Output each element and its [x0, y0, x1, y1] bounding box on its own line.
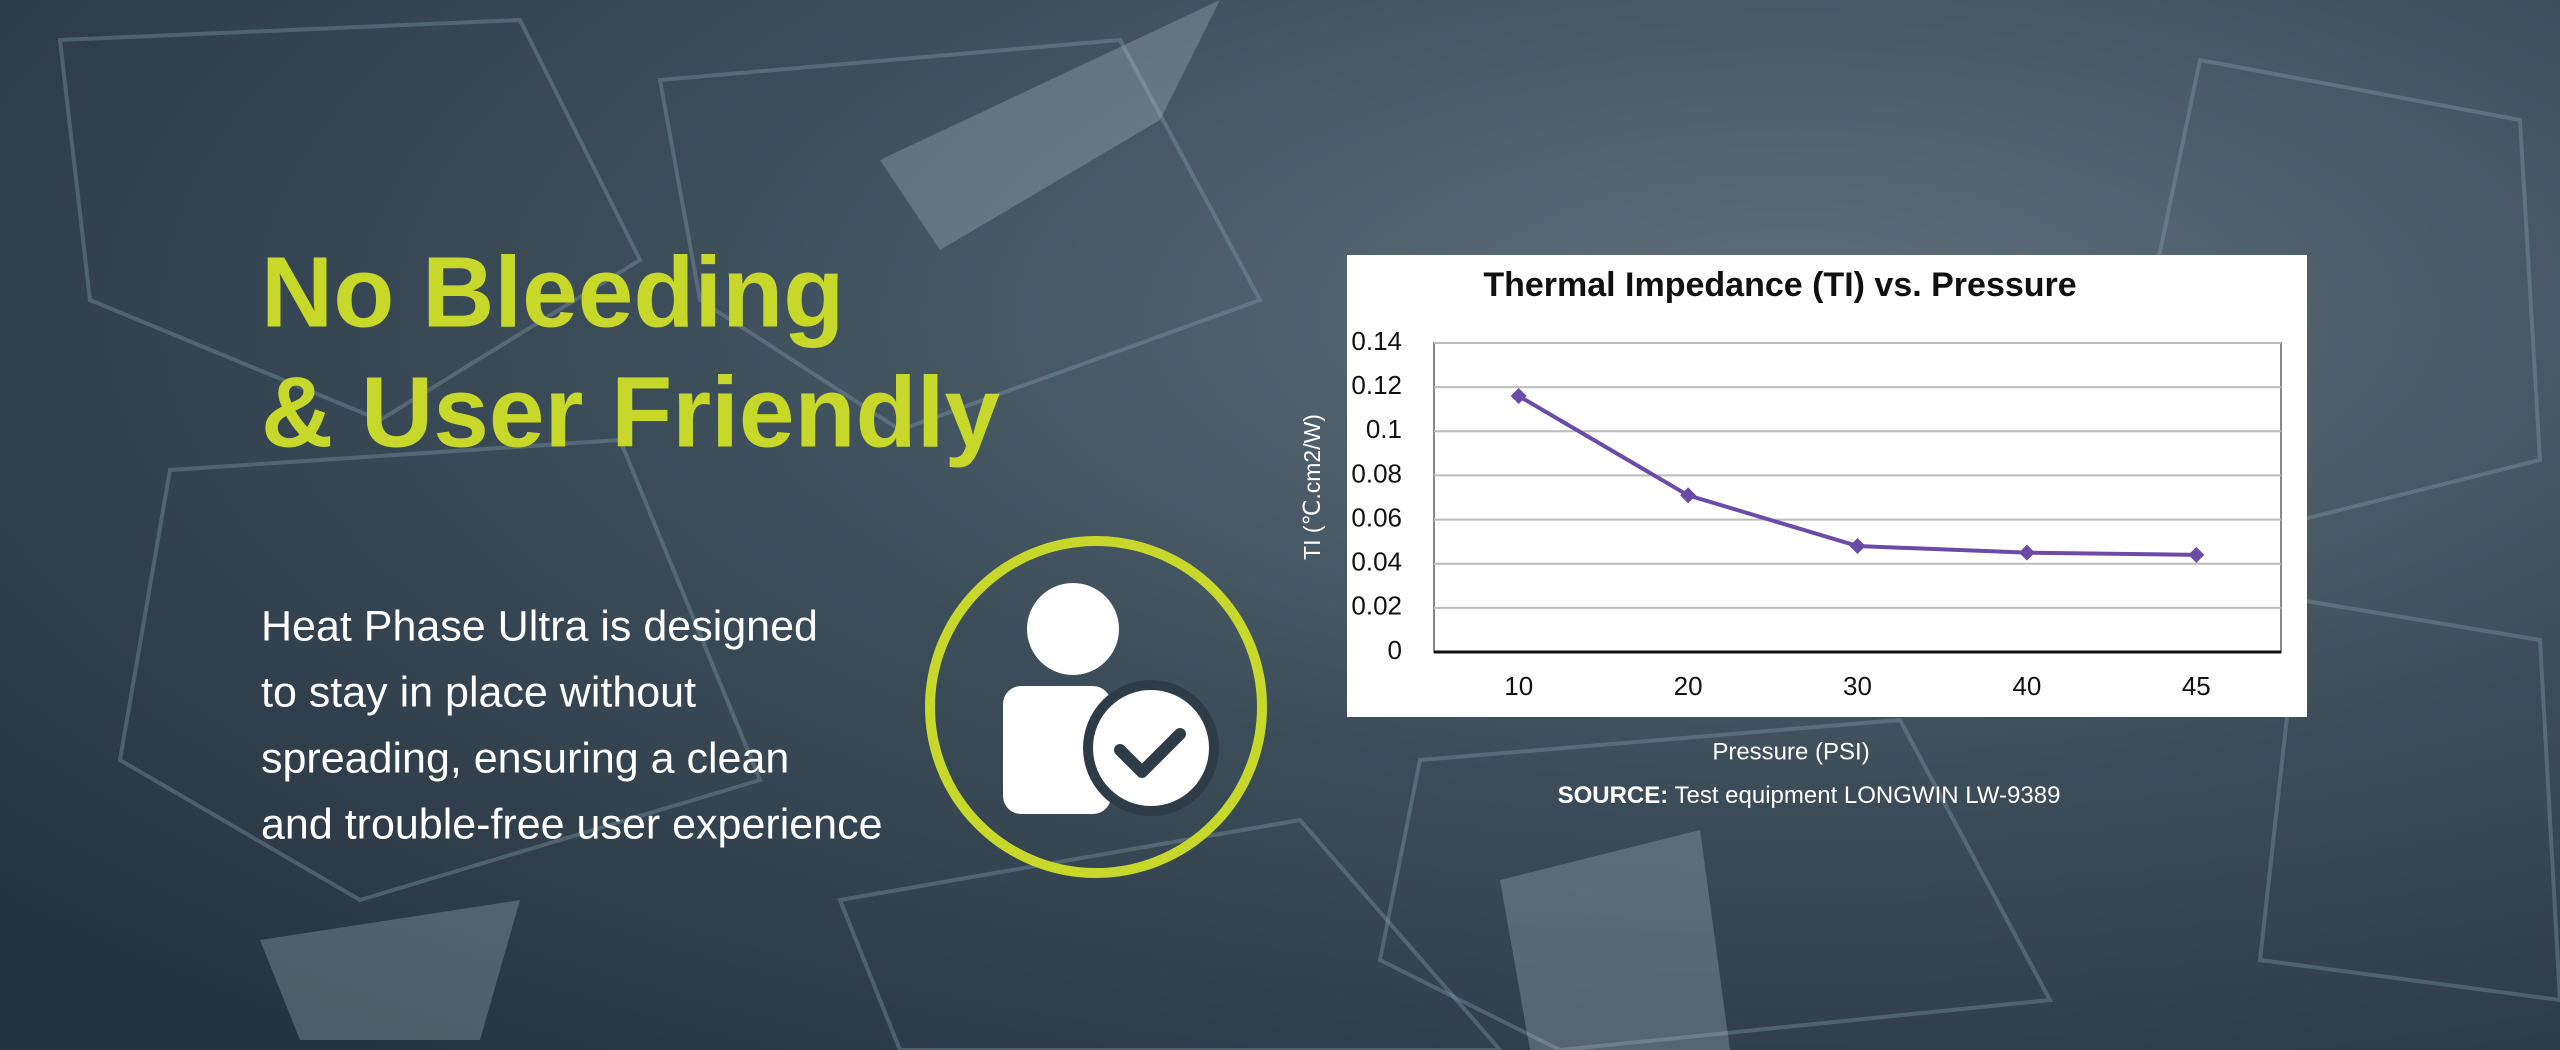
y-tick-label: 0.04 [1351, 547, 1402, 577]
ice-texture [57, 17, 2560, 1050]
body-line: to stay in place without [261, 668, 696, 716]
data-point [1510, 387, 1527, 404]
data-point [1849, 538, 1866, 555]
body-text: Heat Phase Ultra is designed to stay in p… [261, 602, 882, 848]
data-point [2188, 546, 2205, 563]
x-tick-label: 20 [1674, 671, 1703, 701]
source-text: Test equipment LONGWIN LW-9389 [1674, 782, 2060, 809]
y-tick-label: 0.14 [1351, 326, 1402, 356]
y-tick-label: 0.08 [1351, 458, 1402, 488]
data-point [2018, 544, 2035, 561]
user-icon [925, 536, 1267, 878]
x-tick-label: 30 [1843, 671, 1872, 701]
data-point [1680, 487, 1697, 504]
y-tick-label: 0.12 [1351, 370, 1402, 400]
y-tick-label: 0 [1388, 635, 1402, 665]
y-axis-label: TI (℃.cm2/W) [1299, 414, 1325, 560]
body-line: Heat Phase Ultra is designed [261, 602, 818, 650]
source-label: SOURCE: [1558, 782, 1669, 809]
chart-panel [1347, 255, 2307, 717]
heading-line: No Bleeding [261, 236, 844, 348]
chart-title: Thermal Impedance (TI) vs. Pressure [1483, 266, 2076, 304]
x-axis-label: Pressure (PSI) [1712, 738, 1869, 765]
source: SOURCE: Test equipment LONGWIN LW-9389 [1558, 782, 2061, 809]
x-tick-label: 10 [1504, 671, 1533, 701]
body-line: spreading, ensuring a clean [261, 734, 789, 782]
y-tick-label: 0.02 [1351, 591, 1402, 621]
y-tick-label: 0.1 [1366, 414, 1402, 444]
y-tick-label: 0.06 [1351, 502, 1402, 532]
x-tick-label: 40 [2012, 671, 2041, 701]
heading-line: & User Friendly [261, 356, 1000, 468]
body-line: and trouble-free user experience [261, 800, 882, 848]
x-tick-label: 45 [2182, 671, 2211, 701]
ice-highlights [260, 0, 1730, 1050]
